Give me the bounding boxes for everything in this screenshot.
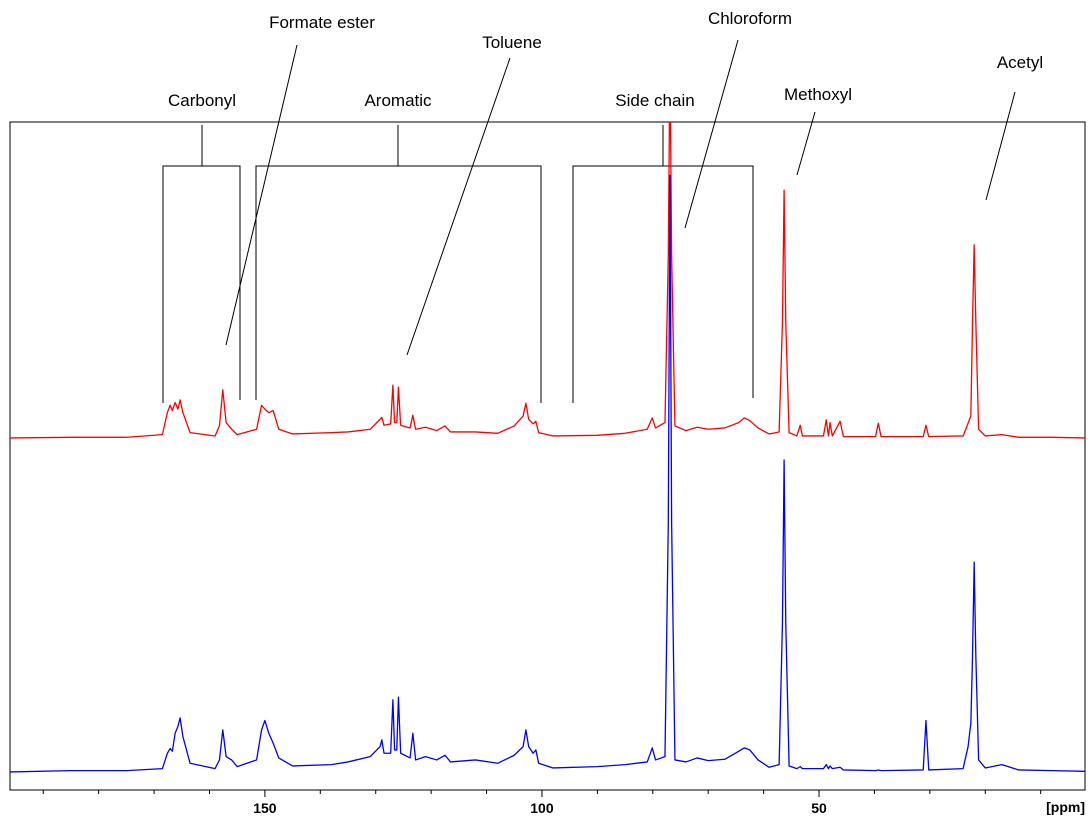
chloroform-pointer bbox=[684, 39, 739, 229]
acetyl-pointer bbox=[985, 91, 1016, 201]
spectrum-trace bbox=[10, 122, 1085, 439]
annotation-label: Side chain bbox=[615, 91, 694, 110]
x-tick-label: 50 bbox=[811, 800, 827, 816]
x-tick-label: 150 bbox=[253, 800, 277, 816]
carbonyl-bracket bbox=[162, 165, 241, 403]
side-chain-bracket bbox=[572, 165, 754, 403]
methoxyl-pointer bbox=[796, 111, 816, 176]
traces bbox=[10, 122, 1085, 773]
x-tick-label: 100 bbox=[530, 800, 554, 816]
annotation-label: Carbonyl bbox=[168, 91, 236, 110]
formate-pointer bbox=[225, 44, 298, 346]
annotation-label: Chloroform bbox=[708, 9, 792, 28]
annotation-label: Aromatic bbox=[364, 91, 432, 110]
toluene-pointer bbox=[406, 57, 511, 356]
x-axis-label: [ppm] bbox=[1046, 799, 1085, 815]
plot-frame bbox=[9, 121, 1086, 791]
annotation-label: Acetyl bbox=[997, 53, 1043, 72]
annotation-label: Toluene bbox=[482, 33, 542, 52]
spectrum-trace bbox=[10, 174, 1085, 773]
annotation-label: Formate ester bbox=[269, 13, 375, 32]
annotation-lines bbox=[162, 39, 1016, 403]
annotation-label: Methoxyl bbox=[784, 85, 852, 104]
aromatic-bracket bbox=[255, 165, 542, 403]
